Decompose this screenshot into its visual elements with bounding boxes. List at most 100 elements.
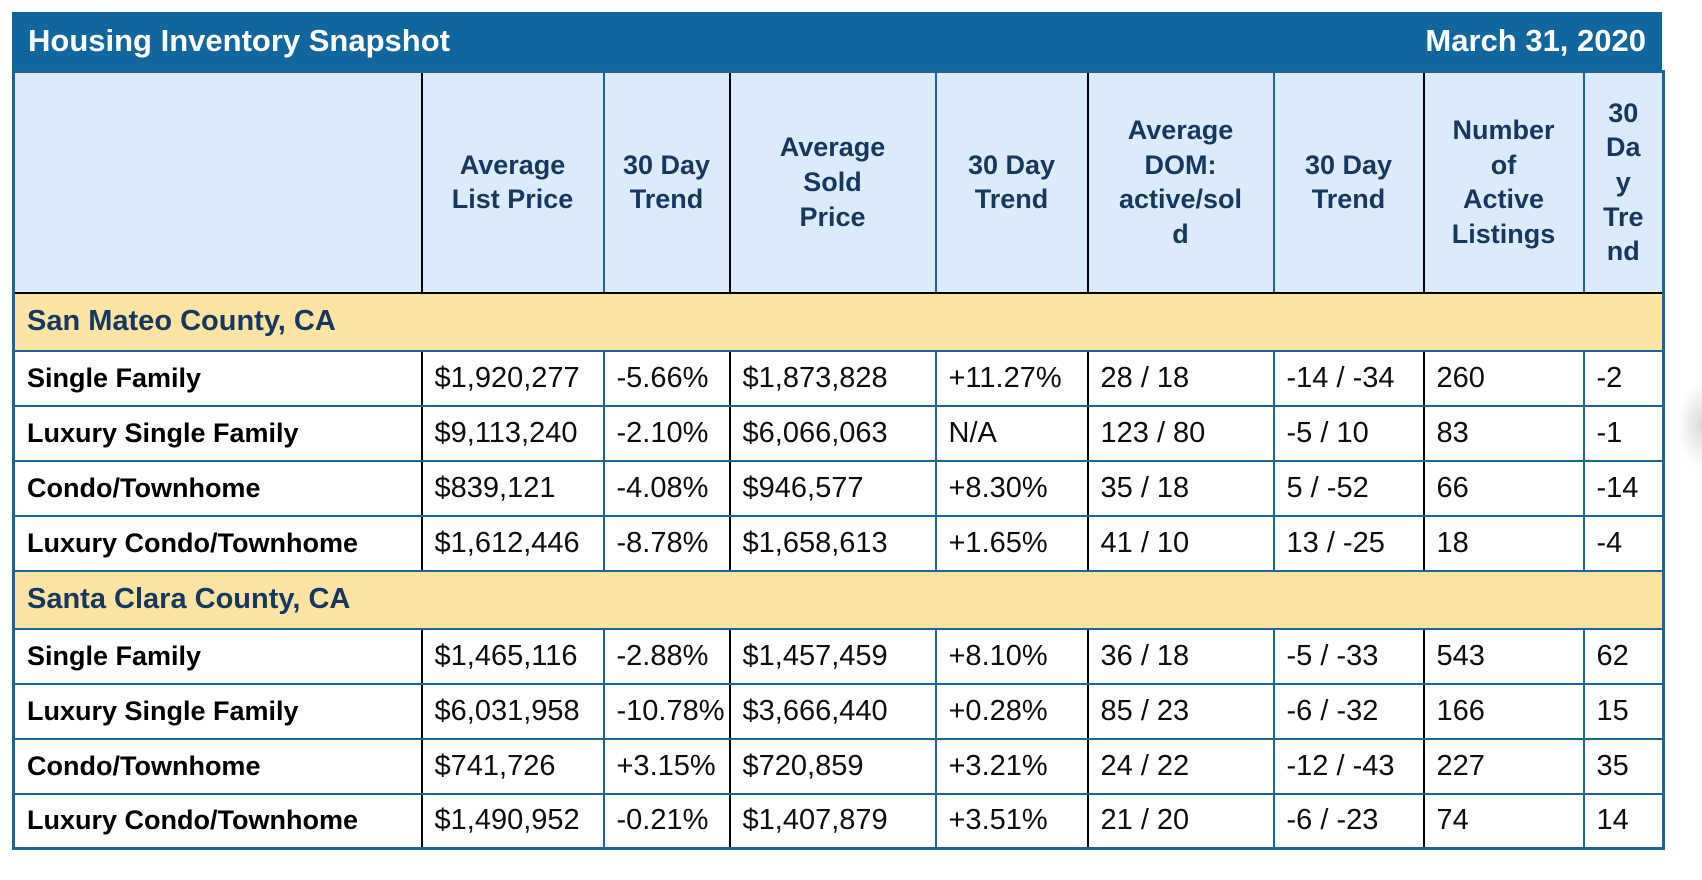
col-header-dom-trend: 30 Day Trend bbox=[1272, 70, 1425, 294]
cell-listings-trend: -14 bbox=[1582, 459, 1665, 517]
cell-avg-list-price: $6,031,958 bbox=[420, 682, 605, 740]
cell-avg-dom: 24 / 22 bbox=[1086, 737, 1275, 795]
table-row: Luxury Single Family $6,031,958 -10.78% $3,… bbox=[12, 682, 1665, 740]
cell-dom-trend: 5 / -52 bbox=[1272, 459, 1425, 517]
table-row: Single Family $1,465,116 -2.88% $1,457,459 +… bbox=[12, 627, 1665, 685]
col-header-sold-price-trend: 30 Day Trend bbox=[934, 70, 1089, 294]
cell-avg-list-price: $9,113,240 bbox=[420, 404, 605, 462]
cell-dom-trend: 13 / -25 bbox=[1272, 514, 1425, 572]
cell-dom-trend: -5 / 10 bbox=[1272, 404, 1425, 462]
table-row: Luxury Single Family $9,113,240 -2.10% $6,0… bbox=[12, 404, 1665, 462]
cell-avg-sold-price: $1,407,879 bbox=[728, 792, 937, 850]
cell-list-price-trend: -4.08% bbox=[602, 459, 731, 517]
cell-dom-trend: -14 / -34 bbox=[1272, 349, 1425, 407]
cell-avg-dom: 123 / 80 bbox=[1086, 404, 1275, 462]
column-header-row: Average List Price 30 Day Trend Average … bbox=[12, 70, 1665, 294]
cell-avg-dom: 28 / 18 bbox=[1086, 349, 1275, 407]
cell-avg-dom: 85 / 23 bbox=[1086, 682, 1275, 740]
table-row: Single Family $1,920,277 -5.66% $1,873,828 +… bbox=[12, 349, 1665, 407]
row-label: Single Family bbox=[12, 349, 423, 407]
row-label: Luxury Single Family bbox=[12, 404, 423, 462]
cell-active-listings: 83 bbox=[1422, 404, 1585, 462]
cell-avg-list-price: $839,121 bbox=[420, 459, 605, 517]
cell-active-listings: 66 bbox=[1422, 459, 1585, 517]
row-label: Luxury Single Family bbox=[12, 682, 423, 740]
cell-active-listings: 18 bbox=[1422, 514, 1585, 572]
cell-list-price-trend: +3.15% bbox=[602, 737, 731, 795]
cell-avg-list-price: $1,612,446 bbox=[420, 514, 605, 572]
cell-list-price-trend: -2.10% bbox=[602, 404, 731, 462]
section-title: Santa Clara County, CA bbox=[12, 569, 1665, 630]
cell-active-listings: 543 bbox=[1422, 627, 1585, 685]
cell-list-price-trend: -0.21% bbox=[602, 792, 731, 850]
cell-list-price-trend: -8.78% bbox=[602, 514, 731, 572]
cell-sold-price-trend: +1.65% bbox=[934, 514, 1089, 572]
cell-avg-dom: 21 / 20 bbox=[1086, 792, 1275, 850]
cell-sold-price-trend: +3.21% bbox=[934, 737, 1089, 795]
cell-listings-trend: -4 bbox=[1582, 514, 1665, 572]
cell-sold-price-trend: +3.51% bbox=[934, 792, 1089, 850]
cell-avg-sold-price: $1,658,613 bbox=[728, 514, 937, 572]
col-header-active-listings: Number of Active Listings bbox=[1422, 70, 1585, 294]
cell-dom-trend: -6 / -32 bbox=[1272, 682, 1425, 740]
cell-list-price-trend: -2.88% bbox=[602, 627, 731, 685]
cell-sold-price-trend: +8.30% bbox=[934, 459, 1089, 517]
row-label: Luxury Condo/Townhome bbox=[12, 514, 423, 572]
row-label: Luxury Condo/Townhome bbox=[12, 792, 423, 850]
section-title: San Mateo County, CA bbox=[12, 291, 1665, 352]
cell-avg-sold-price: $3,666,440 bbox=[728, 682, 937, 740]
cell-avg-dom: 35 / 18 bbox=[1086, 459, 1275, 517]
col-header-listings-trend: 30 Da y Tre nd bbox=[1582, 70, 1665, 294]
section-header-row: San Mateo County, CA bbox=[12, 291, 1665, 352]
cell-avg-sold-price: $6,066,063 bbox=[728, 404, 937, 462]
cell-active-listings: 74 bbox=[1422, 792, 1585, 850]
row-label: Single Family bbox=[12, 627, 423, 685]
cell-listings-trend: -2 bbox=[1582, 349, 1665, 407]
cell-listings-trend: 35 bbox=[1582, 737, 1665, 795]
cell-listings-trend: -1 bbox=[1582, 404, 1665, 462]
cell-avg-sold-price: $720,859 bbox=[728, 737, 937, 795]
table-row: Luxury Condo/Townhome $1,612,446 -8.78% $1,… bbox=[12, 514, 1665, 572]
cell-avg-dom: 41 / 10 bbox=[1086, 514, 1275, 572]
col-header-average-list-price: Average List Price bbox=[420, 70, 605, 294]
cell-avg-list-price: $1,490,952 bbox=[420, 792, 605, 850]
cell-listings-trend: 15 bbox=[1582, 682, 1665, 740]
col-header-average-sold-price: Average Sold Price bbox=[728, 70, 937, 294]
cell-avg-dom: 36 / 18 bbox=[1086, 627, 1275, 685]
cell-avg-list-price: $741,726 bbox=[420, 737, 605, 795]
cell-sold-price-trend: +11.27% bbox=[934, 349, 1089, 407]
cell-sold-price-trend: N/A bbox=[934, 404, 1089, 462]
cell-avg-sold-price: $1,873,828 bbox=[728, 349, 937, 407]
report-date: March 31, 2020 bbox=[1425, 23, 1646, 58]
row-label: Condo/Townhome bbox=[12, 459, 423, 517]
table-row: Condo/Townhome $839,121 -4.08% $946,577 +8.3… bbox=[12, 459, 1665, 517]
cell-active-listings: 260 bbox=[1422, 349, 1585, 407]
housing-inventory-report: Housing Inventory Snapshot March 31, 202… bbox=[12, 12, 1665, 850]
cell-sold-price-trend: +0.28% bbox=[934, 682, 1089, 740]
cell-avg-sold-price: $946,577 bbox=[728, 459, 937, 517]
col-header-average-dom: Average DOM: active/sol d bbox=[1086, 70, 1275, 294]
section-header-row: Santa Clara County, CA bbox=[12, 569, 1665, 630]
table-row: Condo/Townhome $741,726 +3.15% $720,859 +3.2… bbox=[12, 737, 1665, 795]
cell-active-listings: 227 bbox=[1422, 737, 1585, 795]
cell-dom-trend: -6 / -23 bbox=[1272, 792, 1425, 850]
housing-inventory-table: Average List Price 30 Day Trend Average … bbox=[12, 70, 1665, 850]
cell-listings-trend: 14 bbox=[1582, 792, 1665, 850]
cell-avg-sold-price: $1,457,459 bbox=[728, 627, 937, 685]
cell-listings-trend: 62 bbox=[1582, 627, 1665, 685]
cell-sold-price-trend: +8.10% bbox=[934, 627, 1089, 685]
cell-active-listings: 166 bbox=[1422, 682, 1585, 740]
col-header-list-price-trend: 30 Day Trend bbox=[602, 70, 731, 294]
cell-list-price-trend: -5.66% bbox=[602, 349, 731, 407]
cell-avg-list-price: $1,920,277 bbox=[420, 349, 605, 407]
cell-list-price-trend: -10.78% bbox=[602, 682, 731, 740]
report-title-bar: Housing Inventory Snapshot March 31, 202… bbox=[12, 12, 1662, 70]
scrollbar-thumb-artifact[interactable] bbox=[1678, 383, 1702, 467]
cell-avg-list-price: $1,465,116 bbox=[420, 627, 605, 685]
page-title: Housing Inventory Snapshot bbox=[28, 23, 450, 58]
cell-dom-trend: -5 / -33 bbox=[1272, 627, 1425, 685]
row-label: Condo/Townhome bbox=[12, 737, 423, 795]
cell-dom-trend: -12 / -43 bbox=[1272, 737, 1425, 795]
table-row: Luxury Condo/Townhome $1,490,952 -0.21% $1,… bbox=[12, 792, 1665, 850]
col-header-blank bbox=[12, 70, 423, 294]
